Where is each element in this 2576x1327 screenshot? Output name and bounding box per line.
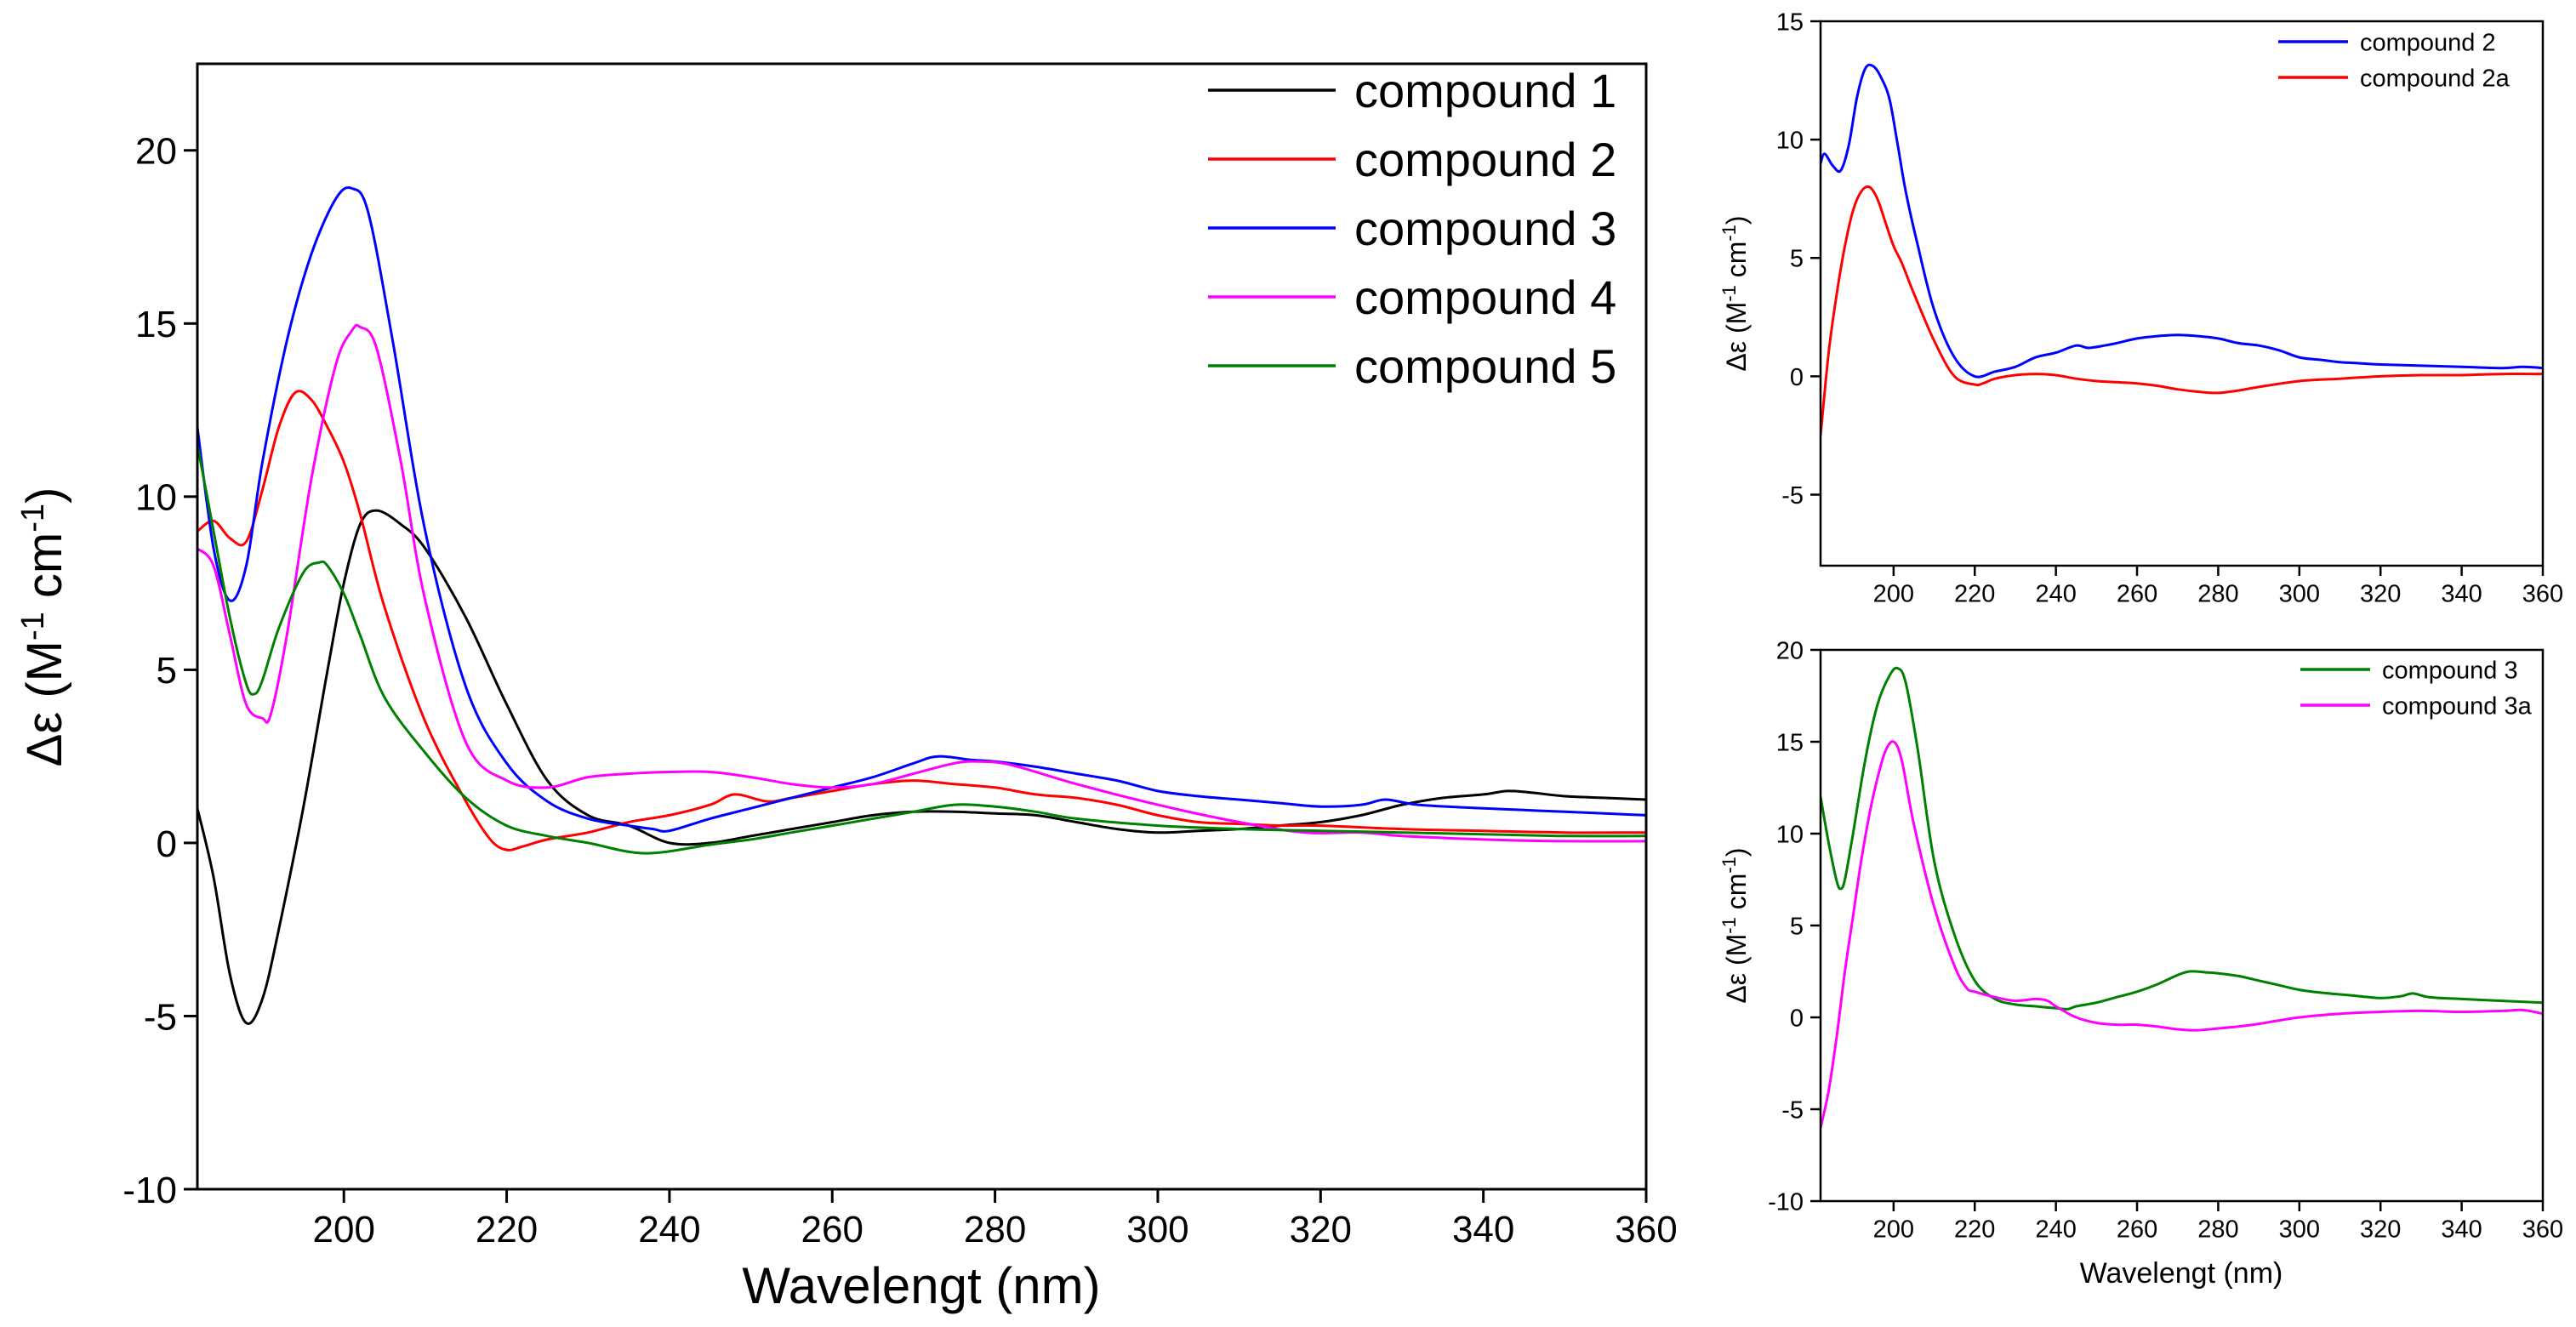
top-right-chart: 200 220 240 260 280 300 320 340 360 -5 0 5 10 15 com… [1718, 9, 2564, 607]
x-tick-label: 360 [2522, 1216, 2563, 1243]
bottom-right-plot-lines [1821, 666, 2543, 1130]
x-tick-label: 240 [638, 1209, 700, 1250]
y-tick-label: -5 [144, 996, 177, 1038]
x-tick-label: 200 [1873, 580, 1914, 607]
x-tick-label: 320 [2360, 1216, 2401, 1243]
x-tick-label: 340 [2441, 1216, 2482, 1243]
y-tick-label: 20 [1776, 637, 1804, 664]
legend-label: compound 2 [1354, 133, 1616, 186]
top-right-y-axis-label: Δε (M-1 cm-1) [1718, 215, 1752, 371]
bottom-right-x-axis-label: Wavelengt (nm) [2080, 1257, 2283, 1290]
bottom-right-plot-frame [1819, 648, 2545, 1203]
y-tick-label: 10 [135, 477, 177, 519]
main-legend: compound 1 compound 2 compound 3 compound 4… [1208, 64, 1616, 393]
series-line-compound-5 [197, 443, 1646, 855]
y-tick-label: 5 [1790, 246, 1804, 273]
top-right-legend: compound 2 compound 2a [2278, 29, 2510, 92]
x-tick-label: 200 [313, 1209, 375, 1250]
bottom-right-legend: compound 3 compound 3a [2300, 657, 2533, 720]
legend-label: compound 1 [1354, 64, 1616, 117]
main-plot-frame [196, 62, 1648, 1191]
x-tick-label: 260 [2117, 580, 2157, 607]
bottom-right-x-ticks: 200 220 240 260 280 300 320 340 360 [1873, 1201, 2563, 1243]
y-tick-label: 0 [1790, 364, 1804, 391]
x-tick-label: 220 [1954, 1216, 1995, 1243]
legend-label: compound 2a [2360, 65, 2510, 92]
x-tick-label: 260 [801, 1209, 863, 1250]
y-tick-label: -5 [1781, 1096, 1804, 1124]
main-y-axis-label: Δε (M-1 cm-1) [15, 487, 72, 767]
legend-label: compound 5 [1354, 339, 1616, 393]
x-tick-label: 300 [2279, 580, 2320, 607]
main-x-axis-label: Wavelengt (nm) [742, 1257, 1100, 1314]
x-tick-label: 300 [1126, 1209, 1188, 1250]
main-y-ticks: -10 -5 0 5 10 15 20 [123, 131, 197, 1211]
x-tick-label: 260 [2117, 1216, 2157, 1243]
x-tick-label: 240 [2035, 580, 2076, 607]
x-tick-label: 340 [2441, 580, 2482, 607]
x-tick-label: 320 [2360, 580, 2401, 607]
x-tick-label: 360 [1615, 1209, 1677, 1250]
y-tick-label: 5 [157, 650, 177, 692]
legend-label: compound 4 [1354, 271, 1616, 324]
x-tick-label: 200 [1873, 1216, 1914, 1243]
x-tick-label: 220 [476, 1209, 538, 1250]
bottom-right-y-axis-label: Δε (M-1 cm-1) [1718, 847, 1752, 1003]
series-line-compound-3 [1821, 666, 2543, 1011]
series-line-compound-2 [197, 390, 1646, 851]
y-tick-label: -5 [1781, 482, 1804, 510]
y-tick-label: 15 [1776, 9, 1804, 36]
series-line-compound-2a [1821, 185, 2543, 437]
x-tick-label: 280 [964, 1209, 1026, 1250]
top-right-x-ticks: 200 220 240 260 280 300 320 340 360 [1873, 566, 2563, 607]
y-tick-label: -10 [123, 1170, 177, 1211]
legend-label: compound 2 [2360, 29, 2496, 56]
main-plot-lines [197, 185, 1646, 1026]
x-tick-label: 280 [2197, 1216, 2238, 1243]
y-tick-label: 15 [1776, 729, 1804, 756]
y-tick-label: 0 [157, 823, 177, 865]
y-tick-label: 5 [1790, 913, 1804, 940]
x-tick-label: 340 [1452, 1209, 1514, 1250]
series-line-compound-1 [197, 509, 1646, 1026]
y-tick-label: 10 [1776, 128, 1804, 155]
x-tick-label: 280 [2197, 580, 2238, 607]
top-right-y-ticks: -5 0 5 10 15 [1776, 9, 1821, 510]
series-line-compound-3a [1821, 740, 2543, 1130]
y-tick-label: 0 [1790, 1005, 1804, 1032]
series-line-compound-2 [1821, 63, 2543, 379]
top-right-plot-lines [1821, 63, 2543, 437]
main-chart: 200 220 240 260 280 300 320 340 360 -10 -5 0 5 10 15 2… [15, 62, 1678, 1314]
y-tick-label: -10 [1768, 1188, 1804, 1216]
legend-label: compound 3a [2382, 692, 2533, 720]
legend-label: compound 3 [2382, 657, 2518, 684]
series-line-compound-4 [197, 323, 1646, 843]
x-tick-label: 320 [1290, 1209, 1352, 1250]
x-tick-label: 360 [2522, 580, 2563, 607]
y-tick-label: 10 [1776, 821, 1804, 848]
x-tick-label: 300 [2279, 1216, 2320, 1243]
x-tick-label: 220 [1954, 580, 1995, 607]
bottom-right-y-ticks: -10 -5 0 5 10 15 20 [1768, 637, 1821, 1216]
y-tick-label: 20 [135, 131, 177, 173]
series-line-compound-3 [197, 185, 1646, 833]
bottom-right-chart: 200 220 240 260 280 300 320 340 360 -10 -5 0 5 10 15 2… [1718, 637, 2564, 1290]
y-tick-label: 15 [135, 304, 177, 345]
main-x-ticks: 200 220 240 260 280 300 320 340 360 [313, 1189, 1678, 1250]
top-right-plot-frame [1819, 20, 2545, 567]
x-tick-label: 240 [2035, 1216, 2076, 1243]
legend-label: compound 3 [1354, 202, 1616, 255]
